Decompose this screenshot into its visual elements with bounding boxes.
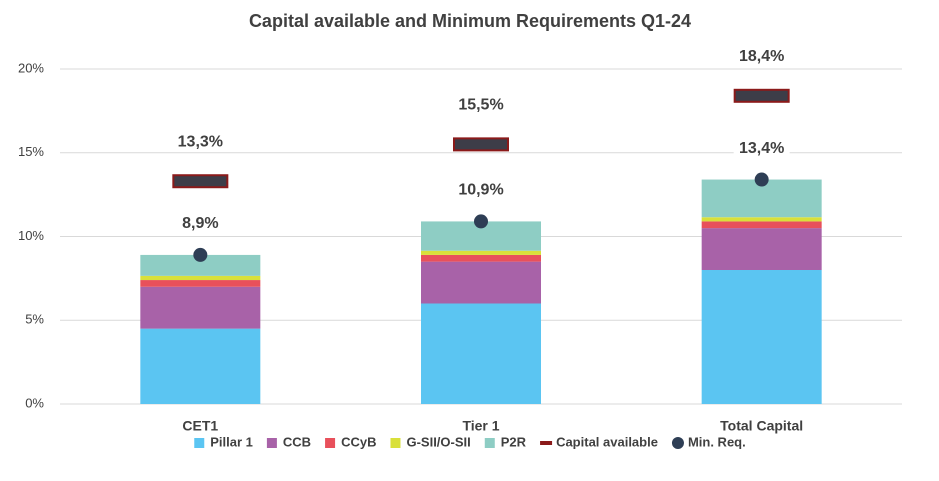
bar-segment [701, 221, 822, 229]
min-req-label: 13,4% [739, 140, 784, 157]
x-tick-label: Total Capital [720, 418, 803, 434]
legend-label: Min. Req. [688, 434, 746, 449]
legend-label: CCB [283, 434, 311, 449]
legend-swatch [266, 438, 277, 448]
capital-marker [172, 174, 229, 189]
label-bg [172, 210, 229, 235]
bar-segment [421, 261, 541, 304]
legend-swatch [484, 438, 495, 448]
bar-segment [140, 280, 261, 287]
y-tick-label: 0% [25, 395, 44, 410]
legend-swatch [671, 437, 684, 449]
legend-swatch [325, 438, 336, 448]
y-tick-label: 15% [18, 144, 44, 159]
bar-segment [140, 328, 261, 404]
legend-swatch [194, 438, 205, 448]
label-bg [733, 135, 790, 160]
capital-label: 15,5% [458, 97, 503, 114]
legend-label: CCyB [341, 434, 376, 449]
bar-segment [421, 254, 541, 262]
legend-label: Pillar 1 [210, 434, 253, 449]
bar-segment [140, 254, 261, 276]
capital-label: 18,4% [739, 48, 784, 65]
capital-marker [453, 137, 509, 152]
min-req-marker [193, 247, 208, 262]
min-req-label: 10,9% [458, 182, 503, 199]
legend-label: G-SII/O-SII [406, 434, 470, 449]
bar-segment [701, 270, 822, 404]
bar-segment [421, 303, 541, 404]
legend-swatch [540, 441, 553, 445]
min-req-marker [754, 172, 769, 187]
capital-marker [733, 88, 790, 103]
bar-segment [140, 275, 261, 281]
x-tick-label: Tier 1 [462, 418, 499, 434]
y-tick-label: 5% [25, 312, 44, 327]
y-tick-label: 10% [18, 228, 44, 243]
bar-segment [701, 217, 822, 222]
legend-label: P2R [501, 434, 527, 449]
legend-label: Capital available [556, 434, 658, 449]
legend-swatch [390, 438, 401, 448]
chart-title: Capital available and Minimum Requiremen… [249, 11, 691, 31]
capital-label: 13,3% [178, 133, 223, 150]
bar-segment [140, 286, 261, 329]
min-req-marker [474, 214, 488, 229]
y-tick-label: 20% [18, 60, 44, 75]
label-bg [453, 177, 509, 202]
bar-segment [701, 228, 822, 270]
x-tick-label: CET1 [182, 418, 218, 434]
bar-segment [421, 250, 541, 255]
min-req-label: 8,9% [182, 215, 218, 232]
